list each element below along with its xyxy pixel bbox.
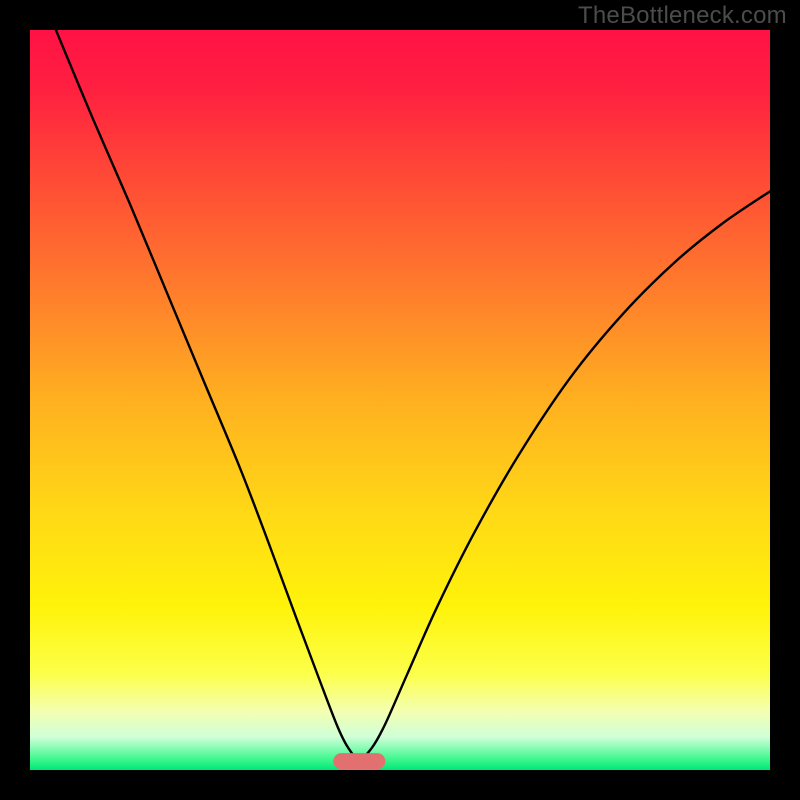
optimal-marker xyxy=(333,753,385,769)
gradient-background xyxy=(30,30,770,770)
frame-bottom xyxy=(0,770,800,800)
watermark-text: TheBottleneck.com xyxy=(578,2,787,30)
frame-left xyxy=(0,0,30,800)
frame-right xyxy=(770,0,800,800)
bottleneck-chart xyxy=(0,0,800,800)
